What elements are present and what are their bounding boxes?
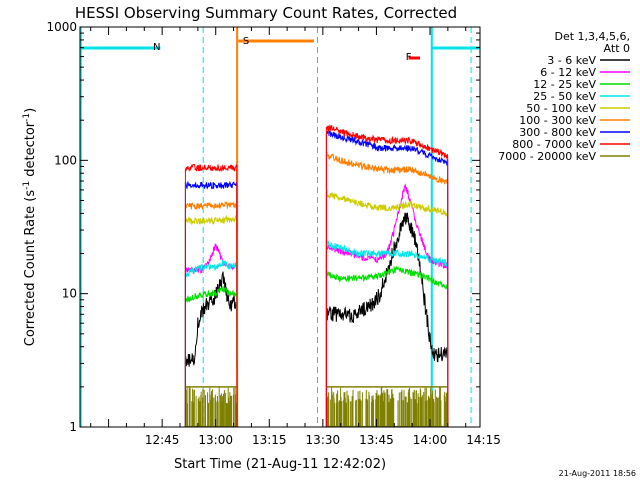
series-50-100-kev-seg-1: [184, 214, 238, 428]
series-50-100-kev-seg-2: [325, 188, 449, 428]
chart-title: HESSI Observing Summary Count Rates, Cor…: [75, 4, 457, 22]
chart-marks: [79, 27, 480, 428]
legend-label: 6 - 12 keV: [540, 66, 596, 79]
y-tick-label: 1: [69, 420, 77, 434]
y-axis-label: Corrected Count Rate (s-1 detector-1): [22, 108, 38, 346]
y-tick-label: 100: [54, 153, 77, 167]
series-100-300-kev-seg-2: [325, 151, 449, 428]
flag-label-f: F: [406, 52, 412, 63]
series-25-50-kev-seg-2: [325, 239, 449, 428]
plot-frame: [79, 26, 481, 428]
y-tick-label: 1000: [46, 20, 77, 34]
legend-label: 50 - 100 keV: [526, 102, 596, 115]
y-axis-label-sup2: -1: [22, 113, 32, 122]
series-100-300-kev-seg-1: [184, 200, 238, 428]
legend-label: 800 - 7000 keV: [512, 138, 596, 151]
series-300-800-kev-seg-1: [184, 180, 238, 428]
x-axis-label: Start Time (21-Aug-11 12:42:02): [174, 457, 386, 472]
y-axis-label-sup1: -1: [22, 181, 32, 190]
y-axis-label-end: ): [23, 108, 38, 113]
series-12-25-kev-seg-1: [184, 285, 238, 428]
legend-label: 7000 - 20000 keV: [498, 150, 596, 163]
legend-label: 3 - 6 keV: [547, 54, 596, 67]
x-tick-label: 13:15: [252, 433, 287, 447]
x-tick-label: 13:45: [359, 433, 394, 447]
legend-header-2: Att 0: [604, 42, 630, 55]
flag-label-s: S: [243, 36, 249, 47]
y-axis-label-main: Corrected Count Rate (s: [23, 190, 38, 347]
series-800-7000-kev-seg-2: [325, 123, 449, 428]
series-12-25-kev-seg-2: [325, 265, 449, 428]
x-tick-label: 13:00: [198, 433, 233, 447]
series-800-7000-kev-seg-1: [184, 163, 238, 428]
series-3-6-kev-seg-2: [325, 212, 449, 428]
legend-label: 12 - 25 keV: [533, 78, 596, 91]
x-tick-label: 13:30: [306, 433, 341, 447]
x-tick-label: 14:15: [466, 433, 501, 447]
series-7000-20000-kev-seg-1: [184, 386, 238, 427]
legend-label: 25 - 50 keV: [533, 90, 596, 103]
x-tick-label: 12:45: [145, 433, 180, 447]
x-tick-label: 14:00: [413, 433, 448, 447]
timestamp: 21-Aug-2011 18:56: [559, 469, 636, 478]
series-300-800-kev-seg-2: [325, 130, 449, 428]
series-25-50-kev-seg-1: [184, 259, 238, 428]
legend-label: 100 - 300 keV: [519, 114, 596, 127]
flag-labels: N S F: [153, 36, 412, 63]
flag-label-n: N: [153, 42, 160, 53]
y-axis-label-mid: detector: [23, 121, 38, 181]
y-tick-label: 10: [62, 287, 77, 301]
y-axis: 1 10 100 1000: [46, 20, 480, 434]
legend-header-1: Det 1,3,4,5,6,: [554, 30, 630, 43]
legend-label: 300 - 800 keV: [519, 126, 596, 139]
x-axis: 12:45 13:00 13:15 13:30 13:45 14:00 14:15: [90, 27, 501, 447]
